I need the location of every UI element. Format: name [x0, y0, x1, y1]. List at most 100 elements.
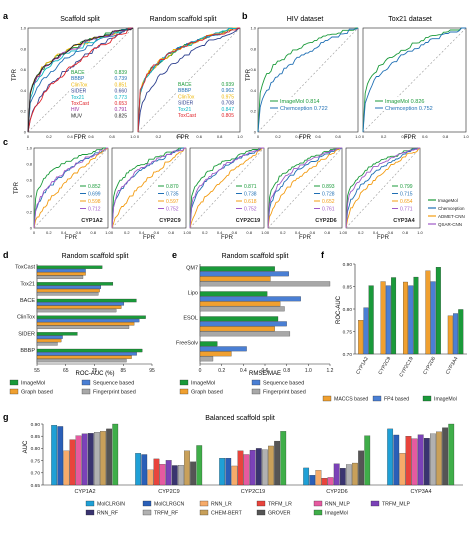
panel-a-plot-2-roc-curve-4	[137, 27, 240, 133]
panel-c-plot-5-xtick-label: 0	[345, 230, 348, 235]
panel-c-plot-3-xtick-label: 0	[189, 230, 192, 235]
panel-b-xlabel-2: FPR	[404, 135, 417, 141]
panel-a-plot-1-frame	[27, 27, 134, 133]
panel-a-plot-2-xtick-label: 0.6	[196, 134, 202, 139]
panel-a-plot-2-legend-name: BBBP	[178, 88, 192, 94]
panel-e-xtick-label: 1.0	[305, 368, 312, 374]
panel-e-legend-label: Sequence based	[263, 381, 304, 387]
panel-a-ylabel: TPR	[12, 68, 18, 81]
panel-a-plot-2-legend-value: 0.805	[221, 113, 234, 119]
panel-c-plot-1-legend-box	[78, 181, 106, 225]
panel-b-plot-2-legend-label: Chemception 0.752	[385, 106, 433, 112]
panel-a-plot-1-xtick-label: 1.0	[130, 134, 136, 139]
panel-e-category-label: ESOL	[183, 316, 198, 322]
panel-g-legend-label: CHEM-BERT	[211, 511, 243, 517]
panel-c-plot-3-legend-value: 0.618	[244, 199, 257, 205]
panel-g-category-label: CYP2C9	[158, 489, 179, 495]
panel-g-bar	[249, 449, 256, 486]
panel-e-legend-swatch	[251, 379, 261, 386]
panel-g-bar	[399, 453, 406, 486]
panel-c-plot-1-xtick-label: 0.4	[61, 230, 67, 235]
panel-g-bar	[339, 468, 346, 486]
panel-c-plot-4-xtick-label: 0	[267, 230, 270, 235]
panel-a-plot-2-xtick-label: 0.8	[217, 134, 223, 139]
panel-c-plot-2-legend-box	[156, 181, 184, 225]
panel-a-plot-2-legend-name: SIDER	[178, 101, 194, 107]
panel-d-legend-label: Graph based	[21, 390, 53, 396]
panel-b-plot-1-legend-label: Chemception 0.722	[280, 106, 328, 112]
panel-a-plot-1-legend-name: ClinTox	[71, 82, 88, 88]
panel-c-plot-3-legend-value: 0.871	[244, 184, 257, 190]
panel-letter-g: g	[3, 412, 9, 422]
panel-d-bar	[36, 348, 143, 353]
panel-c-plot-2-legend-value: 0.870	[166, 184, 179, 190]
panel-c-plot-4-xtick-label: 0.8	[324, 230, 330, 235]
panel-f-bar	[425, 270, 431, 355]
panel-d-bar	[36, 308, 117, 313]
panel-d-bar	[36, 275, 84, 279]
panel-f-bar	[403, 281, 408, 355]
panel-d-category-label: SIDER	[18, 331, 35, 337]
panel-g-bar	[315, 470, 322, 486]
panel-f-bar	[363, 307, 369, 355]
panel-b-plot-2-xtick-label: 0.6	[422, 134, 428, 139]
panel-g-bar	[393, 434, 400, 486]
panel-g-legend-swatch	[313, 500, 323, 507]
panel-a-plot-2-legend-value: 0.847	[221, 107, 234, 113]
panel-c-plot-2-legend-value: 0.735	[166, 192, 179, 198]
panel-d-bar	[36, 305, 122, 309]
panel-d-bar	[36, 338, 62, 343]
panel-g-bar	[51, 425, 58, 486]
panel-a-plot-2-legend-name: ToxCast	[178, 113, 197, 119]
panel-d-legend-swatch	[81, 388, 91, 395]
panel-c-plot-1-roc-curve-2	[33, 147, 109, 229]
panel-a-plot-1-legend-value: 0.739	[114, 76, 127, 82]
panel-c-plot-1-xtick-label: 0	[33, 230, 36, 235]
panel-e-legend-swatch	[251, 388, 261, 395]
panel-e-xlabel: RMSE/MAE	[249, 371, 281, 377]
panel-d-category-label: ClinTox	[17, 315, 35, 321]
panel-c-legend-label: Chemception	[438, 206, 465, 211]
panel-a-plot-1-ytick-label: 0.2	[20, 109, 26, 114]
panel-g-legend-swatch	[85, 500, 95, 507]
panel-c-plot-4-legend-value: 0.761	[322, 207, 335, 213]
panel-c-plot-3-xtick-label: 0.6	[232, 230, 238, 235]
panel-g-bar	[280, 431, 287, 486]
panel-g-legend-swatch	[142, 509, 152, 516]
panel-e-category-label: QM7	[186, 266, 198, 272]
panel-g-bar	[417, 434, 424, 486]
panel-a-plot-1-ytick-label: 0.6	[20, 67, 26, 72]
panel-a-plot-2-legend-name: Tox21	[178, 107, 192, 113]
panel-c-plot-1-xtick-label: 0.6	[76, 230, 82, 235]
panel-a-plot-1-legend-name: HIV	[71, 107, 80, 113]
panel-b-plot-2-roc-curve-1	[362, 27, 466, 133]
panel-g-legend-label: TRFM_MLP	[382, 502, 410, 508]
panel-g-bar	[274, 440, 281, 486]
panel-d-legend-label: ImageMol	[21, 381, 45, 387]
panel-g-bar	[159, 464, 166, 486]
panel-a-plot-1-xtick-label: 0.8	[109, 134, 115, 139]
panel-c-plot-1-roc-curve-3	[33, 147, 108, 229]
panel-c-legend-label: ImageMol	[438, 198, 458, 203]
panel-c-plot-2-xlabel: FPR	[143, 235, 156, 241]
panel-a-plot-1-roc-curve-4	[27, 27, 134, 133]
panel-b-plot-2-roc-curve-0	[362, 27, 466, 133]
panel-b-plot-2-xtick-label: 1.0	[463, 134, 469, 139]
panel-c-plot-1-frame	[33, 147, 109, 229]
panel-a-plot-1-xtick-label: 0	[27, 134, 30, 139]
panel-d-bar	[36, 332, 78, 336]
panel-e-bar	[199, 321, 287, 327]
panel-g-bar	[81, 433, 88, 486]
panel-a-plot-2-diagonal	[137, 27, 241, 133]
panel-d-xtick-label: 95	[149, 368, 155, 374]
panel-c-plot-4-xtick-label: 1.0	[339, 230, 345, 235]
panel-b-plot-2-xtick-label: 0.2	[381, 134, 387, 139]
panel-d-xtick-label: 55	[34, 368, 40, 374]
panel-c-plot-1-legend-value: 0.852	[88, 184, 101, 190]
panel-b-plot-2-legend-label: ImageMol 0.826	[385, 99, 424, 105]
panel-c-plot-4-name: CYP2D6	[315, 218, 336, 224]
panel-c-plot-5-roc-curve-3	[345, 147, 420, 229]
panel-d-bar	[36, 335, 63, 339]
panel-a-plot-1-legend-value: 0.653	[114, 101, 127, 107]
